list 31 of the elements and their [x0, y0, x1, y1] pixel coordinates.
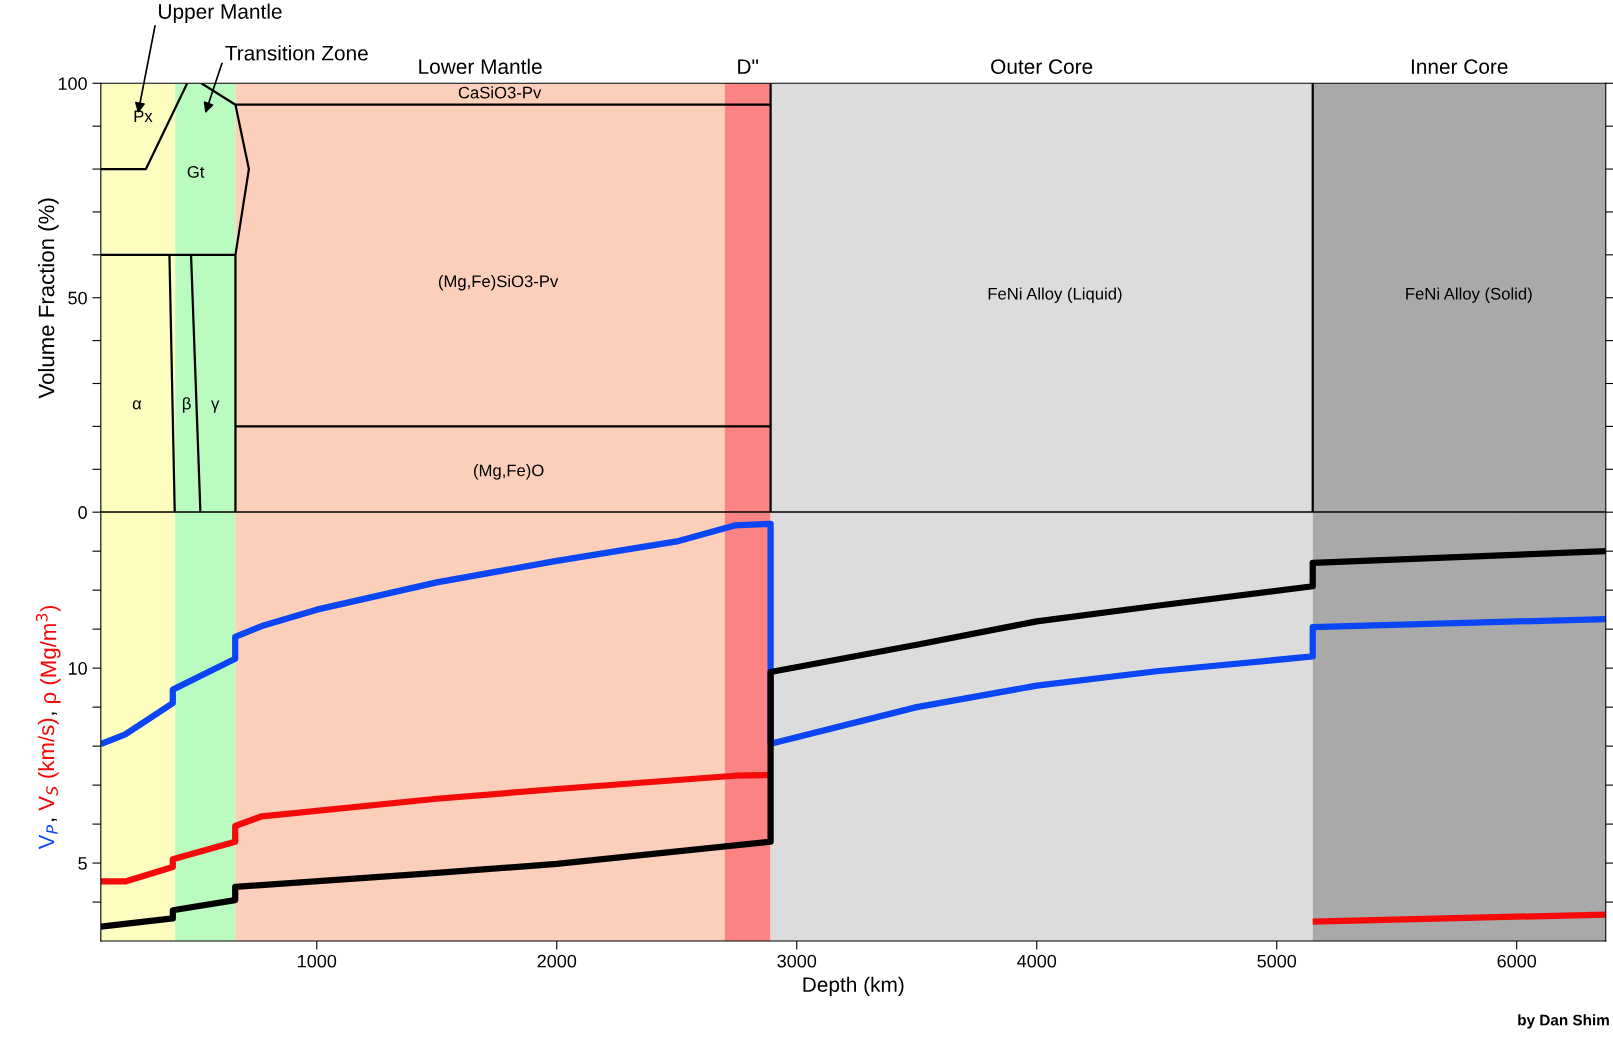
annotation: γ — [211, 400, 220, 413]
annotation: Gt — [187, 166, 205, 178]
annotation: (Mg,Fe)O — [474, 464, 544, 480]
text: by Dan Shim — [1518, 1014, 1609, 1029]
x-axis-title: Depth (km) — [803, 976, 904, 997]
annotation: FeNi Alloy (Liquid) — [988, 287, 1122, 303]
annotation: β — [182, 397, 191, 413]
band-label: D" — [738, 59, 759, 74]
y-tick-label: 5 — [78, 857, 87, 870]
band-label: Outer Core — [991, 59, 1093, 75]
y-axis-title: Volume Fraction (%) — [38, 198, 59, 399]
y-tick-label: 100 — [58, 77, 87, 90]
x-tick-label: 3000 — [777, 954, 817, 968]
y-tick-label: 50 — [68, 291, 87, 305]
x-tick-label: 1000 — [298, 954, 337, 968]
annotation: Px — [134, 110, 153, 122]
x-tick-label: 2000 — [537, 954, 577, 968]
band-label: Lower Mantle — [419, 58, 542, 75]
annotation: (Mg,Fe)SiO3-Pv — [438, 274, 559, 291]
x-tick-label: 5000 — [1257, 954, 1297, 968]
y-tick-label: 0 — [78, 506, 87, 519]
y-tick-label: 10 — [68, 662, 87, 675]
band-label: Inner Core — [1411, 59, 1508, 75]
annotation: α — [132, 400, 142, 410]
annotation: FeNi Alloy (Solid) — [1406, 287, 1532, 303]
band-label: Transition Zone — [225, 45, 368, 61]
text: V$_{P}$, V$_{S}$ (km/s), ρ (Mg/m$^{3}$) — [35, 605, 61, 850]
annotation: CaSiO3-Pv — [458, 86, 542, 99]
x-tick-label: 4000 — [1017, 954, 1057, 968]
band-label: Upper Mantle — [159, 3, 282, 24]
x-tick-label: 6000 — [1497, 954, 1537, 968]
